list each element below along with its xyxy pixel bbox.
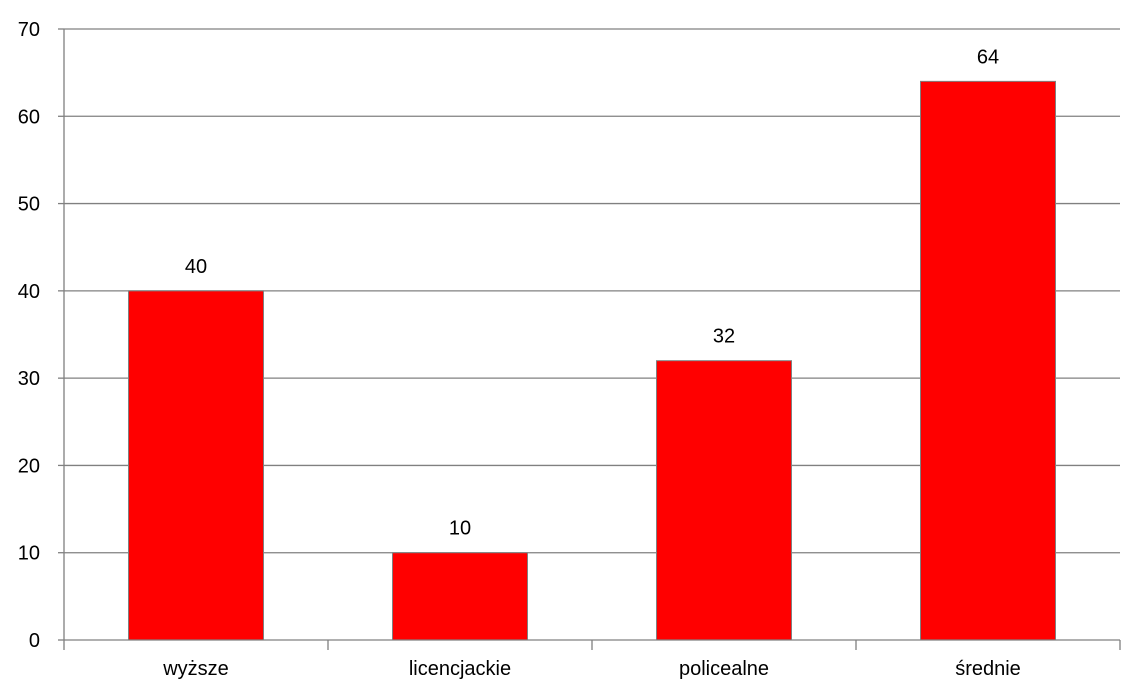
data-label: 40 bbox=[185, 256, 207, 278]
x-tick-label: wyższe bbox=[162, 658, 229, 680]
x-tick-label: średnie bbox=[955, 658, 1021, 680]
x-tick-label: policealne bbox=[679, 658, 769, 680]
data-label: 32 bbox=[713, 326, 735, 348]
y-tick-label: 0 bbox=[29, 630, 40, 652]
bar bbox=[392, 552, 528, 641]
y-tick-label: 20 bbox=[18, 455, 40, 477]
data-label: 10 bbox=[449, 518, 471, 540]
axes bbox=[58, 28, 1121, 650]
y-tick-label: 30 bbox=[18, 368, 40, 390]
y-tick-label: 60 bbox=[18, 106, 40, 128]
labels: 0 10 20 30 40 50 60 70 40 wyższe 10 licencjackie 32 p… bbox=[18, 19, 1021, 680]
y-tick-label: 40 bbox=[18, 281, 40, 303]
bar bbox=[128, 290, 264, 641]
y-tick-label: 70 bbox=[18, 19, 40, 41]
bar bbox=[920, 80, 1056, 641]
bars bbox=[128, 80, 1056, 641]
data-label: 64 bbox=[977, 46, 999, 68]
y-tick-label: 50 bbox=[18, 194, 40, 216]
bar bbox=[656, 360, 792, 641]
y-tick-label: 10 bbox=[18, 543, 40, 565]
x-tick-label: licencjackie bbox=[409, 658, 511, 680]
